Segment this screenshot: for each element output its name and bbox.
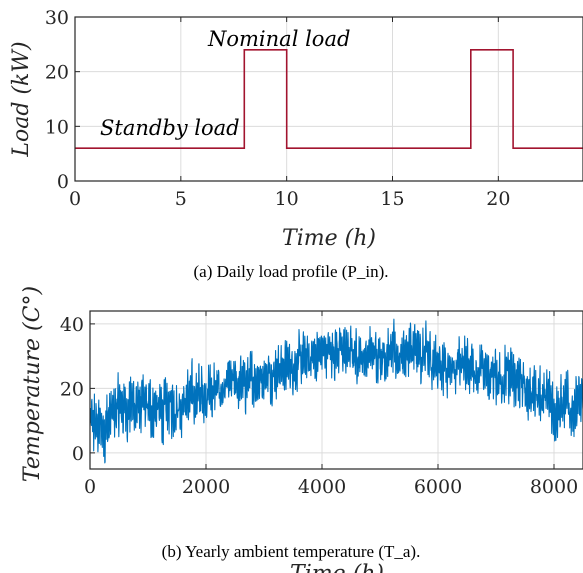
x-tick-label: 0 [69, 188, 81, 210]
plot-b-frame [89, 310, 583, 470]
y-tick-label: 20 [60, 378, 84, 400]
caption-b: (b) Yearly ambient temperature (T_a). [162, 542, 421, 561]
annotation-nominal-load: Nominal load [207, 27, 350, 51]
x-tick-label: 5 [175, 188, 187, 210]
panel-yearly-temperature: 0 2000 4000 6000 8000 0 20 40 Time (h) Temperat… [20, 286, 583, 573]
annotation-standby-load: Standby load [100, 116, 240, 140]
temperature-series-line [89, 318, 583, 464]
y-tick-label: 40 [60, 314, 84, 336]
x-axis-label-a: Time (h) [282, 226, 376, 251]
x-tick-label: 15 [380, 188, 404, 210]
y-tick-label: 0 [72, 443, 84, 465]
x-tick-label: 2000 [182, 476, 230, 498]
x-tick-label: 0 [84, 476, 96, 498]
y-tick-label: 10 [45, 116, 69, 138]
plot-a-frame [74, 16, 583, 182]
y-tick-label: 20 [45, 62, 69, 84]
x-tick-label: 10 [275, 188, 299, 210]
y-axis-label-a: Load (kW) [9, 41, 34, 157]
y-tick-label: 30 [45, 7, 69, 29]
load-profile-line [75, 49, 583, 149]
x-axis-label-b: Time (h) [290, 562, 384, 573]
caption-a: (a) Daily load profile (P_in). [194, 262, 389, 281]
panel-daily-load: 0 5 10 15 20 0 10 20 30 Nominal load Standby loa… [9, 7, 583, 281]
x-tick-label: 20 [486, 188, 510, 210]
x-tick-label: 6000 [414, 476, 462, 498]
y-tick-label: 0 [57, 171, 69, 193]
y-axis-label-b: Temperature (C°) [20, 286, 45, 482]
x-tick-label: 8000 [530, 476, 578, 498]
x-tick-label: 4000 [298, 476, 346, 498]
